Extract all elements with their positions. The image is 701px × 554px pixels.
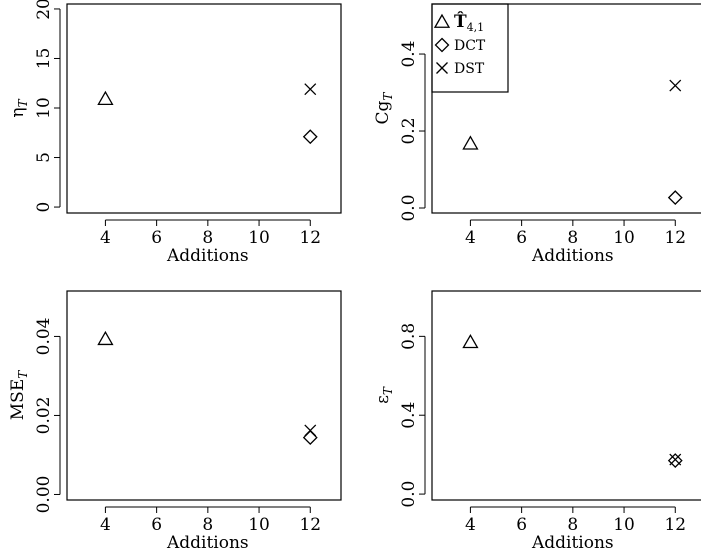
chart-panel-2: 4 6 8 10 12 Additions 0.0 0.2 0.4 CgT T̂4,1 DCT DST (373, 3, 701, 266)
x-tick-label: 10 (613, 515, 635, 535)
chart-panel-4: 4 6 8 10 12 Additions 0.0 0.4 0.8 εT (373, 290, 701, 553)
x-axis-label: Additions (531, 533, 614, 553)
point-diamond (302, 129, 318, 145)
y-tick-label: 5 (34, 152, 54, 163)
y-tick-label: 15 (34, 48, 54, 70)
y-axis-label: ηT (8, 98, 30, 117)
x-tick-label: 4 (465, 228, 476, 248)
y-tick-label: 0.00 (34, 476, 54, 514)
chart-legend: T̂4,1 DCT DST (431, 3, 509, 93)
x-tick-label: 8 (567, 228, 578, 248)
point-diamond (302, 430, 318, 445)
point-triangle (462, 333, 479, 349)
x-tick-label: 10 (248, 228, 270, 248)
x-tick-label: 6 (516, 515, 527, 535)
x-tick-label: 4 (100, 228, 111, 248)
x-tick-label: 12 (299, 515, 321, 535)
plot-frame (66, 290, 342, 501)
legend-entry-label: DCT (454, 38, 486, 54)
point-triangle (97, 90, 114, 105)
point-diamond (667, 190, 683, 206)
y-tick-label: 0 (34, 202, 54, 213)
x-tick-label: 6 (516, 228, 527, 248)
x-tick-label: 12 (299, 228, 321, 248)
y-tick-label: 0.2 (399, 117, 419, 144)
point-cross (669, 453, 682, 466)
x-tick-label: 4 (100, 515, 111, 535)
x-tick-label: 8 (202, 515, 213, 535)
y-axis-label: MSET (8, 370, 30, 420)
y-tick-label: 0.0 (399, 194, 419, 221)
point-triangle (97, 330, 114, 346)
point-cross (304, 424, 317, 437)
y-axis-label: CgT (373, 92, 395, 125)
x-axis-label: Additions (166, 246, 249, 266)
x-axis-label: Additions (531, 246, 614, 266)
legend-diamond-icon (434, 37, 450, 53)
y-tick-label: 0.4 (399, 402, 419, 429)
x-axis-label: Additions (166, 533, 249, 553)
point-triangle (462, 135, 479, 150)
legend-box (431, 3, 509, 93)
x-tick-label: 10 (248, 515, 270, 535)
x-tick-label: 12 (664, 515, 686, 535)
y-tick-label: 20 (34, 0, 54, 20)
legend-triangle-icon (433, 13, 451, 28)
y-tick-label: 0.02 (34, 397, 54, 435)
legend-cross-icon (436, 62, 448, 74)
x-tick-label: 6 (151, 228, 162, 248)
point-cross (304, 83, 317, 96)
y-tick-label: 0.8 (399, 323, 419, 350)
x-tick-label: 10 (613, 228, 635, 248)
point-cross (669, 79, 682, 92)
y-tick-label: 0.04 (34, 318, 54, 356)
plot-frame (431, 3, 701, 214)
y-axis-label: εT (373, 386, 395, 404)
point-diamond (667, 453, 683, 468)
y-tick-label: 0.0 (399, 481, 419, 508)
x-tick-label: 6 (151, 515, 162, 535)
plot-frame (431, 290, 701, 501)
x-tick-label: 8 (567, 515, 578, 535)
legend-entry-label: T̂4,1 (454, 12, 484, 34)
y-tick-label: 10 (34, 97, 54, 119)
x-tick-label: 4 (465, 515, 476, 535)
chart-panel-1: 4 6 8 10 12 Additions 0 5 10 15 20 ηT (8, 0, 342, 266)
y-tick-label: 0.4 (399, 41, 419, 68)
x-tick-label: 12 (664, 228, 686, 248)
legend-entry-label: DST (454, 61, 485, 77)
x-tick-label: 8 (202, 228, 213, 248)
plot-frame (66, 3, 342, 214)
